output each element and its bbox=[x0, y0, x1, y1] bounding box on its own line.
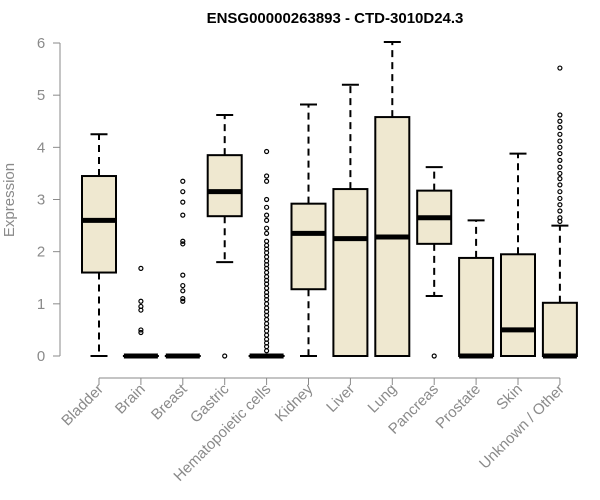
outlier-point bbox=[180, 212, 186, 218]
outlier-point bbox=[557, 202, 563, 208]
outlier-point bbox=[557, 182, 563, 188]
x-tick-label-skin: Skin bbox=[493, 381, 526, 414]
outlier-point bbox=[431, 353, 437, 359]
outlier-point bbox=[264, 230, 270, 237]
iqr-box bbox=[81, 175, 117, 274]
x-tick-label-liver: Liver bbox=[323, 381, 358, 416]
iqr-box bbox=[458, 256, 495, 357]
outlier-point bbox=[264, 254, 270, 260]
y-tick-label: 4 bbox=[37, 139, 45, 156]
outlier-point bbox=[264, 178, 270, 184]
outlier-point bbox=[264, 269, 270, 276]
y-tick-label: 3 bbox=[37, 192, 45, 209]
outlier-point bbox=[222, 353, 228, 359]
outlier-point bbox=[180, 296, 186, 302]
x-tick-label-brain: Brain bbox=[112, 381, 149, 418]
outlier-point bbox=[264, 332, 270, 338]
outlier-point bbox=[557, 195, 563, 202]
outlier-point bbox=[264, 348, 270, 354]
iqr-box bbox=[500, 253, 536, 357]
outlier-point bbox=[264, 285, 270, 291]
outlier-point bbox=[180, 288, 186, 294]
box-pancreas bbox=[416, 166, 453, 359]
box-hematopoietic-cells bbox=[248, 148, 285, 359]
outlier-point bbox=[180, 189, 186, 195]
outlier-point bbox=[557, 112, 563, 118]
outlier-point bbox=[180, 199, 186, 205]
box-brain bbox=[122, 265, 159, 359]
box-skin bbox=[500, 152, 536, 357]
outlier-point bbox=[557, 150, 563, 157]
x-tick-label-breast: Breast bbox=[148, 380, 191, 423]
y-tick-label: 6 bbox=[37, 35, 45, 52]
iqr-box bbox=[206, 154, 243, 218]
y-tick-label: 5 bbox=[37, 87, 45, 104]
outlier-point bbox=[180, 238, 186, 244]
outlier-point bbox=[180, 241, 186, 247]
outlier-point bbox=[138, 329, 144, 336]
box-liver bbox=[332, 83, 369, 357]
box-gastric bbox=[206, 113, 243, 359]
outlier-point bbox=[557, 118, 563, 124]
outlier-point bbox=[180, 178, 186, 184]
box-bladder bbox=[81, 133, 117, 357]
box-prostate bbox=[458, 219, 495, 359]
outlier-point bbox=[264, 212, 270, 218]
x-tick-label-lung: Lung bbox=[365, 381, 401, 417]
x-tick-label-kidney: Kidney bbox=[272, 380, 317, 425]
outlier-point bbox=[557, 131, 563, 137]
boxes bbox=[81, 40, 578, 359]
chart-title: ENSG00000263893 - CTD-3010D24.3 bbox=[207, 10, 464, 27]
iqr-box bbox=[332, 188, 369, 357]
box-lung bbox=[374, 40, 411, 358]
outlier-point bbox=[557, 65, 563, 71]
box-breast bbox=[164, 178, 201, 359]
outlier-point bbox=[180, 282, 186, 289]
outlier-point bbox=[180, 298, 186, 304]
x-tick-label-bladder: Bladder bbox=[58, 381, 107, 430]
outlier-point bbox=[180, 272, 186, 278]
outlier-point bbox=[557, 157, 563, 163]
outlier-point bbox=[557, 124, 563, 131]
y-tick-label: 1 bbox=[37, 296, 45, 313]
x-tick-label-prostate: Prostate bbox=[432, 381, 484, 433]
outlier-point bbox=[557, 170, 563, 177]
outlier-point bbox=[264, 204, 270, 210]
outlier-point bbox=[264, 196, 270, 203]
outlier-point bbox=[264, 225, 270, 231]
outlier-point bbox=[557, 138, 563, 144]
outlier-point bbox=[557, 208, 563, 214]
outlier-point bbox=[264, 173, 270, 179]
outlier-point bbox=[557, 144, 563, 150]
outlier-point bbox=[138, 265, 144, 271]
box-kidney bbox=[290, 103, 327, 357]
outlier-point bbox=[264, 148, 270, 155]
outlier-point bbox=[264, 238, 270, 244]
outlier-point bbox=[557, 218, 563, 225]
y-tick-label: 2 bbox=[37, 244, 45, 261]
y-tick-label: 0 bbox=[37, 348, 45, 365]
y-axis-label: Expression bbox=[1, 163, 18, 237]
outlier-point bbox=[557, 176, 563, 182]
outlier-point bbox=[264, 301, 270, 307]
axes: 0 1 2 3 4 5 6 bbox=[37, 35, 560, 379]
outlier-point bbox=[138, 307, 144, 313]
outlier-point bbox=[557, 189, 563, 195]
outlier-point bbox=[557, 164, 563, 170]
outlier-point bbox=[264, 217, 270, 223]
outlier-point bbox=[264, 316, 270, 323]
iqr-box bbox=[290, 202, 327, 291]
box-unknown-other bbox=[541, 65, 578, 359]
iqr-box bbox=[541, 301, 578, 358]
outlier-point bbox=[138, 298, 144, 304]
outlier-point bbox=[138, 327, 144, 333]
